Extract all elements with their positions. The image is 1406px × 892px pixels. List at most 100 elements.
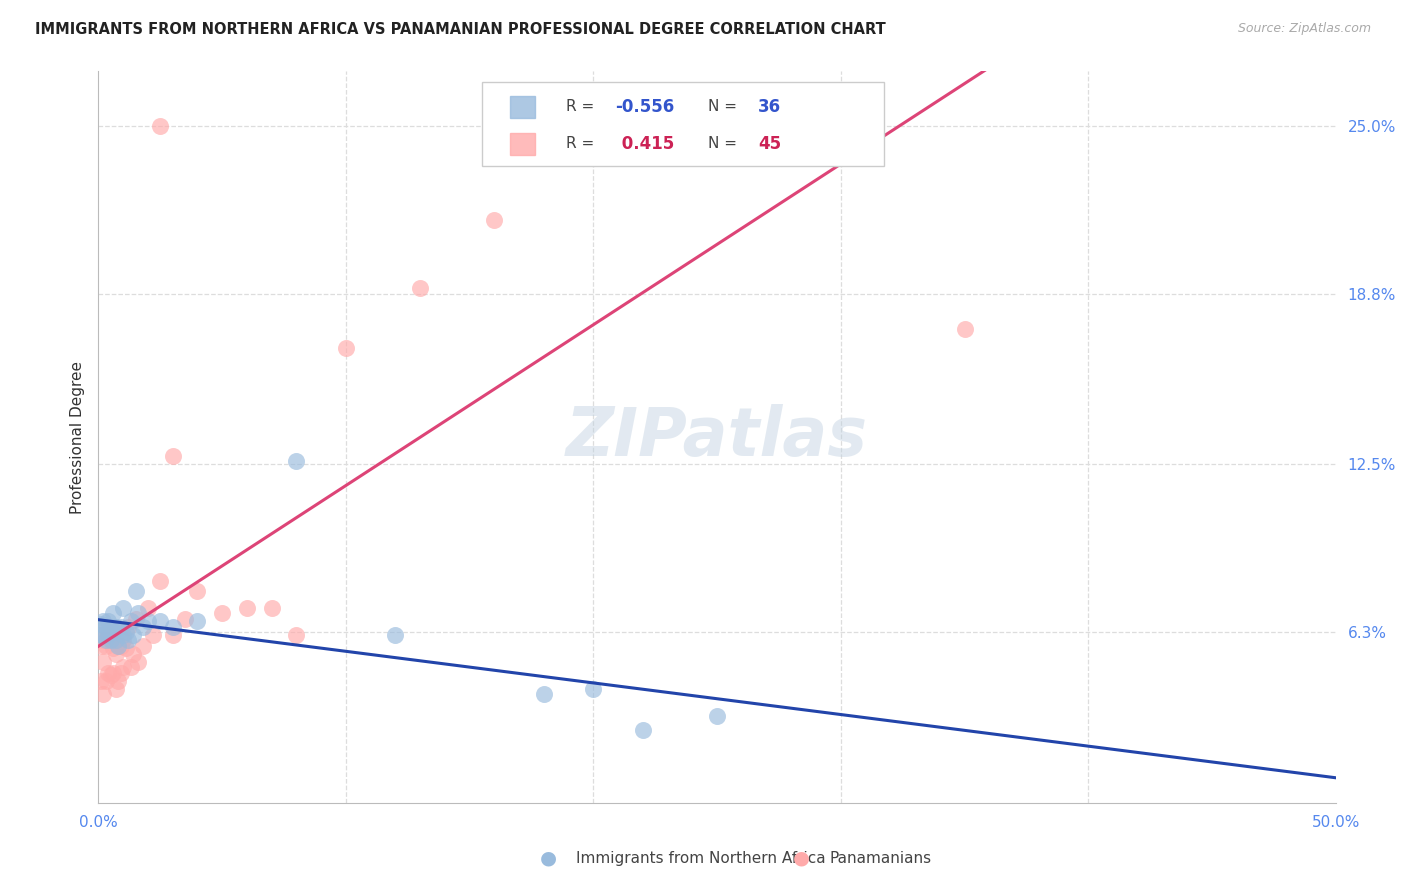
Point: [112, 600, 135, 615]
Point: [93, 655, 115, 669]
Point: [260, 600, 283, 615]
Point: [97, 628, 120, 642]
Point: [162, 628, 184, 642]
Point: [104, 647, 127, 661]
Point: [149, 574, 172, 588]
Point: [211, 606, 233, 620]
Text: 0.415: 0.415: [616, 135, 673, 153]
Point: [114, 641, 136, 656]
Point: [93, 633, 115, 648]
Text: R =: R =: [567, 99, 599, 114]
Point: [103, 625, 125, 640]
Point: [97, 615, 120, 629]
Text: Source: ZipAtlas.com: Source: ZipAtlas.com: [1237, 22, 1371, 36]
Bar: [510, 95, 534, 118]
Point: [107, 673, 129, 688]
Point: [100, 620, 122, 634]
Point: [162, 620, 184, 634]
Point: [93, 628, 115, 642]
Text: 45: 45: [758, 135, 780, 153]
Point: [112, 633, 135, 648]
Point: [142, 628, 165, 642]
Text: -0.556: -0.556: [616, 98, 675, 116]
Point: [631, 723, 654, 737]
Point: [132, 639, 155, 653]
Point: [117, 633, 139, 648]
Point: [122, 628, 145, 642]
Point: [104, 620, 127, 634]
FancyBboxPatch shape: [482, 82, 884, 167]
Point: [582, 132, 605, 146]
Point: [120, 615, 142, 629]
Point: [533, 688, 555, 702]
Point: [93, 615, 115, 629]
Point: [110, 620, 132, 634]
Y-axis label: Professional Degree: Professional Degree: [69, 360, 84, 514]
Point: [94, 639, 117, 653]
Point: [127, 606, 149, 620]
Point: [582, 681, 605, 696]
Point: [409, 281, 432, 295]
Point: [94, 633, 117, 648]
Text: R =: R =: [567, 136, 599, 151]
Point: [186, 584, 208, 599]
Point: [149, 615, 172, 629]
Text: Immigrants from Northern Africa: Immigrants from Northern Africa: [576, 851, 827, 865]
Point: [103, 606, 125, 620]
Point: [110, 665, 132, 680]
Point: [103, 641, 125, 656]
Text: ZIPatlas: ZIPatlas: [567, 404, 868, 470]
Point: [107, 639, 129, 653]
Point: [384, 628, 406, 642]
Point: [114, 625, 136, 640]
Text: IMMIGRANTS FROM NORTHERN AFRICA VS PANAMANIAN PROFESSIONAL DEGREE CORRELATION CH: IMMIGRANTS FROM NORTHERN AFRICA VS PANAM…: [35, 22, 886, 37]
Point: [236, 600, 259, 615]
Point: [110, 639, 132, 653]
Point: [90, 673, 112, 688]
Point: [149, 119, 172, 133]
Point: [953, 322, 976, 336]
Point: [93, 688, 115, 702]
Point: [132, 620, 155, 634]
Point: [186, 615, 208, 629]
Point: [285, 628, 308, 642]
Point: [90, 617, 112, 632]
Text: ●: ●: [540, 848, 557, 868]
Point: [94, 620, 117, 634]
Point: [124, 611, 146, 625]
Point: [90, 628, 112, 642]
Point: [104, 681, 127, 696]
Point: [100, 633, 122, 648]
Point: [97, 628, 120, 642]
Point: [127, 655, 149, 669]
Point: [335, 341, 357, 355]
Point: [90, 639, 112, 653]
Point: [136, 600, 159, 615]
Point: [285, 454, 308, 468]
Bar: [510, 133, 534, 154]
Text: 36: 36: [758, 98, 780, 116]
Point: [104, 633, 127, 648]
Point: [103, 665, 125, 680]
Point: [162, 449, 184, 463]
Point: [174, 611, 197, 625]
Text: N =: N =: [709, 99, 742, 114]
Point: [122, 647, 145, 661]
Text: N =: N =: [709, 136, 742, 151]
Point: [107, 625, 129, 640]
Point: [136, 615, 159, 629]
Point: [107, 639, 129, 653]
Text: Panamanians: Panamanians: [830, 851, 932, 865]
Point: [100, 633, 122, 648]
Point: [94, 673, 117, 688]
Point: [97, 665, 120, 680]
Point: [706, 709, 728, 723]
Point: [117, 620, 139, 634]
Text: ●: ●: [793, 848, 810, 868]
Point: [120, 660, 142, 674]
Point: [484, 213, 506, 227]
Point: [124, 584, 146, 599]
Point: [112, 628, 135, 642]
Point: [112, 660, 135, 674]
Point: [100, 668, 122, 682]
